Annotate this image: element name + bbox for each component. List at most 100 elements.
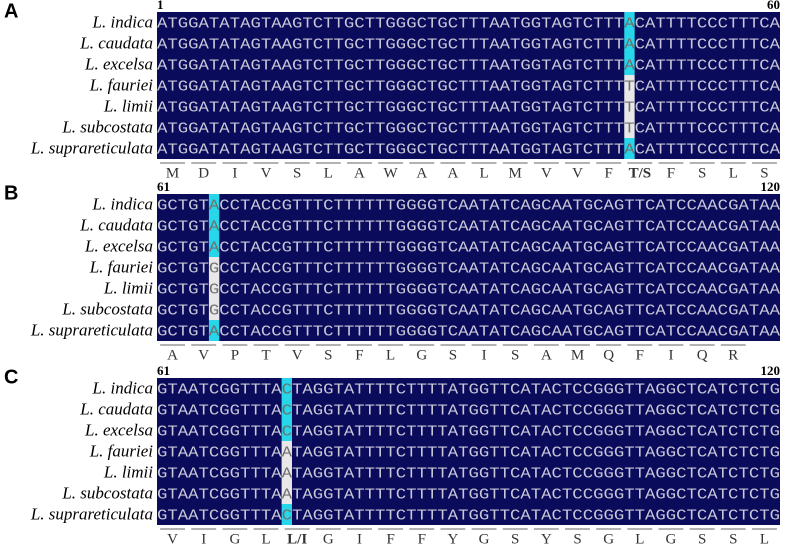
- sequence-before: ATGGATATAGTAAGTCTTGCTTGGGCTGCTTTAATGGTAG…: [157, 15, 624, 32]
- amino-acid: I: [482, 347, 487, 363]
- amino-acid: V: [261, 165, 272, 181]
- sequence-before: GCTGT: [157, 218, 209, 235]
- variable-site: [281, 420, 292, 441]
- sequence-site: G: [209, 260, 219, 277]
- amino-acid: I: [201, 531, 206, 547]
- alignment-block: [157, 12, 780, 159]
- sequence-site: A: [282, 465, 292, 482]
- sequence-after: CCTACCGTTTCTTTTTTGGGGTCAATATCAGCAATGCAGT…: [219, 302, 780, 319]
- amino-acid: I: [668, 347, 673, 363]
- sequence-site: A: [624, 36, 634, 53]
- species-name: L. caudata: [79, 399, 153, 418]
- variable-site: [208, 320, 220, 341]
- species-name: L. suprareticulata: [30, 504, 153, 523]
- sequence-after: TAGGTATTTTCTTTTATGGTTCATACTCCGGGTTAGGCTC…: [292, 402, 780, 419]
- panel-label: B: [4, 182, 18, 204]
- variable-site: [208, 236, 220, 257]
- variable-site: [208, 215, 220, 236]
- amino-acid: S: [760, 165, 768, 181]
- species-name: L. caudata: [79, 215, 153, 234]
- amino-acid: S: [698, 531, 706, 547]
- amino-acid: L: [729, 165, 738, 181]
- amino-acid: F: [355, 347, 363, 363]
- sequence-site: A: [282, 444, 292, 461]
- amino-acid: L: [479, 165, 488, 181]
- sequence-site: C: [282, 381, 292, 398]
- amino-acid: I: [357, 531, 362, 547]
- amino-acid: V: [198, 347, 209, 363]
- variable-site: [281, 504, 292, 525]
- variable-site: [208, 257, 220, 278]
- amino-acid: T: [261, 347, 270, 363]
- sequence-before: GTAATCGGTTTA: [157, 444, 282, 461]
- amino-acid: Y: [541, 531, 552, 547]
- sequence-site: A: [209, 197, 219, 214]
- species-name: L. suprareticulata: [30, 320, 153, 339]
- amino-acid: S: [573, 531, 581, 547]
- sequence-site: T: [624, 78, 634, 95]
- species-name: L. caudata: [79, 33, 153, 52]
- sequence-site: A: [624, 15, 634, 32]
- species-name: L. subcostata: [61, 117, 153, 136]
- amino-acid: S: [324, 347, 332, 363]
- sequence-after: CATTTTCCCTTTCA: [635, 15, 780, 32]
- sequence-before: GCTGT: [157, 239, 209, 256]
- sequence-after: TAGGTATTTTCTTTTATGGTTCATACTCCGGGTTAGGCTC…: [292, 465, 780, 482]
- amino-acid: L: [760, 531, 769, 547]
- sequence-before: GTAATCGGTTTA: [157, 402, 282, 419]
- amino-acid: S: [729, 531, 737, 547]
- amino-acid: F: [418, 531, 426, 547]
- species-name: L. limii: [103, 96, 153, 115]
- variable-site: [624, 96, 635, 117]
- amino-acid: G: [416, 347, 427, 363]
- amino-acid: L: [324, 165, 333, 181]
- species-name: L. subcostata: [61, 299, 153, 318]
- panel-label: C: [4, 366, 18, 388]
- amino-acid: T/S: [629, 165, 652, 181]
- species-name: L. fauriei: [89, 257, 154, 276]
- amino-acid: A: [448, 165, 459, 181]
- sequence-site: A: [624, 57, 634, 74]
- sequence-site: A: [209, 239, 219, 256]
- amino-acid: S: [511, 531, 519, 547]
- start-position: 61: [157, 179, 170, 194]
- sequence-before: GTAATCGGTTTA: [157, 465, 282, 482]
- variable-site: [281, 399, 292, 420]
- amino-acid: V: [292, 347, 303, 363]
- panel-label: A: [4, 0, 18, 22]
- amino-acid: R: [728, 347, 738, 363]
- variable-site: [281, 462, 292, 483]
- amino-acid: S: [511, 347, 519, 363]
- sequence-after: CCTACCGTTTCTTTTTTGGGGTCAATATCAGCAATGCAGT…: [219, 197, 780, 214]
- variable-site: [281, 378, 292, 399]
- variable-site: [208, 299, 220, 320]
- sequence-before: GTAATCGGTTTA: [157, 381, 282, 398]
- amino-acid: P: [231, 347, 239, 363]
- amino-acid: S: [698, 165, 706, 181]
- variable-site: [624, 12, 635, 33]
- sequence-before: ATGGATATAGTAAGTCTTGCTTGGGCTGCTTTAATGGTAG…: [157, 36, 624, 53]
- sequence-before: ATGGATATAGTAAGTCTTGCTTGGGCTGCTTTAATGGTAG…: [157, 57, 624, 74]
- amino-acid: F: [636, 347, 644, 363]
- amino-acid: S: [449, 347, 457, 363]
- sequence-after: TAGGTATTTTCTTTTATGGTTCATACTCCGGGTTAGGCTC…: [292, 444, 780, 461]
- species-name: L. fauriei: [89, 441, 154, 460]
- amino-acid: G: [479, 531, 490, 547]
- sequence-after: TAGGTATTTTCTTTTATGGTTCATACTCCGGGTTAGGCTC…: [292, 423, 780, 440]
- amino-acid: L: [386, 347, 395, 363]
- sequence-site: C: [282, 402, 292, 419]
- sequence-before: GTAATCGGTTTA: [157, 423, 282, 440]
- amino-acid: V: [541, 165, 552, 181]
- amino-acid: V: [167, 531, 178, 547]
- sequence-site: A: [209, 323, 219, 340]
- variable-site: [624, 75, 635, 96]
- amino-acid: A: [354, 165, 365, 181]
- species-name: L. indica: [92, 194, 153, 213]
- alignment-block: [157, 378, 780, 525]
- end-position: 60: [767, 0, 780, 12]
- sequence-before: ATGGATATAGTAAGTCTTGCTTGGGCTGCTTTAATGGTAG…: [157, 141, 624, 158]
- sequence-site: T: [624, 99, 634, 116]
- sequence-before: GCTGT: [157, 260, 209, 277]
- species-name: L. excelsa: [84, 54, 153, 73]
